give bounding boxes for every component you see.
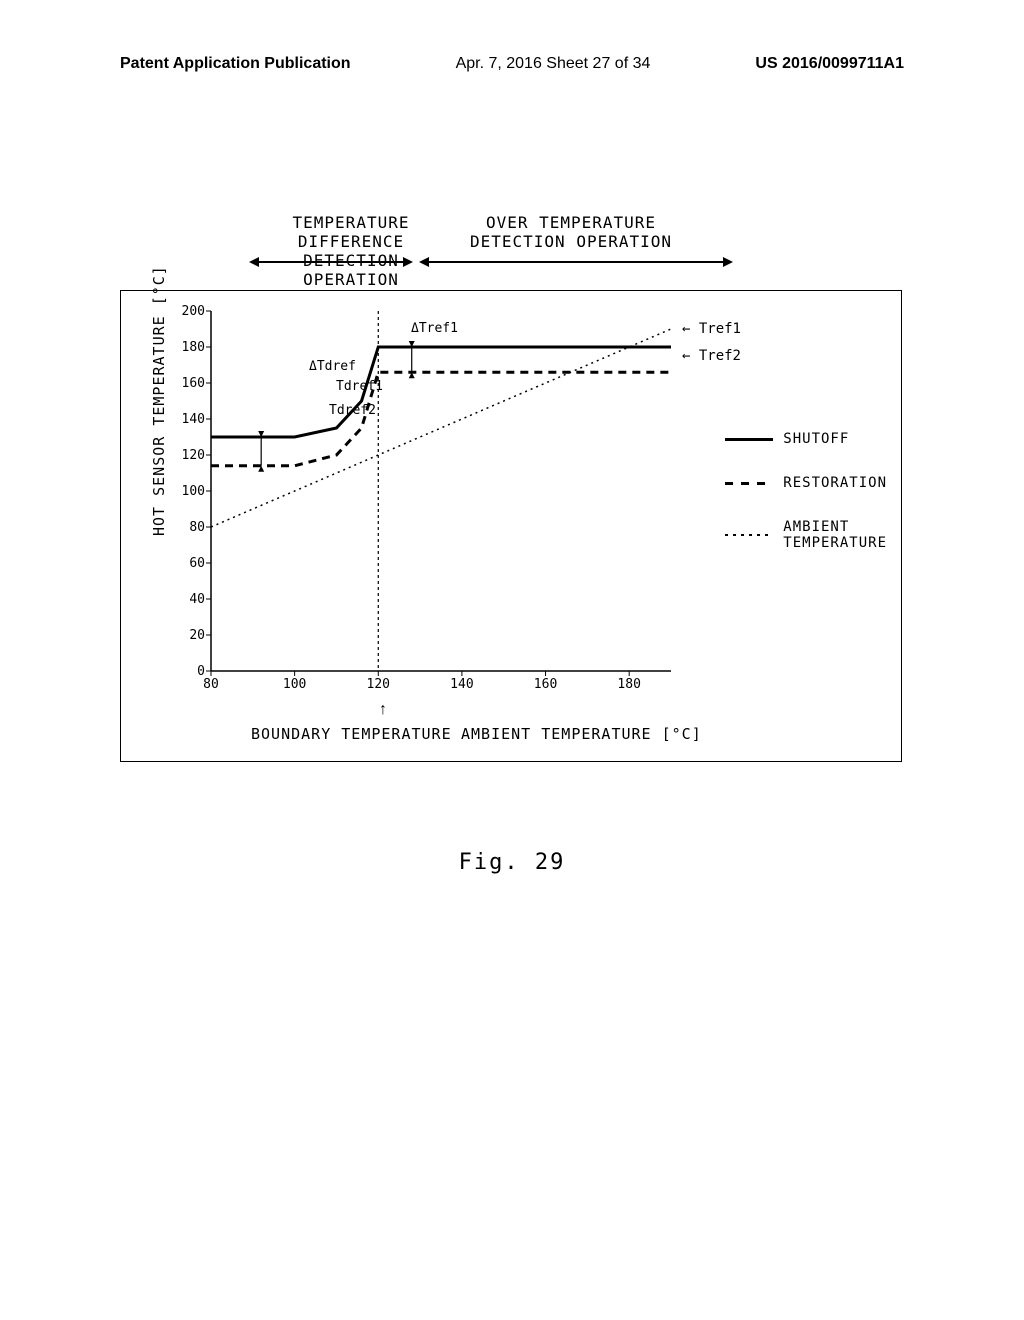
header-right: US 2016/0099711A1 — [755, 55, 904, 73]
plot-area: 020406080100120140160180200 801001201401… — [211, 311, 671, 671]
legend-restoration-label: RESTORATION — [783, 475, 887, 491]
boundary-arrow-icon: ↑ — [379, 701, 387, 719]
swatch-dot-icon — [725, 534, 773, 536]
anno-tdref2: Tdref2 — [329, 403, 376, 418]
chart-svg — [211, 311, 671, 671]
legend-restoration: RESTORATION — [725, 475, 887, 491]
tref2-label: ← Tref2 — [682, 348, 741, 364]
chart-frame: TEMPERATURE DIFFERENCE DETECTION OPERATI… — [120, 290, 902, 762]
tref1-label: ← Tref1 — [682, 321, 741, 337]
op-label-right: OVER TEMPERATURE DETECTION OPERATION — [461, 213, 681, 251]
anno-delta-tref1: ΔTref1 — [411, 321, 458, 336]
anno-tdref1: Tdref1 — [336, 379, 383, 394]
legend-ambient: AMBIENT TEMPERATURE — [725, 519, 887, 551]
swatch-solid-icon — [725, 438, 773, 441]
legend: SHUTOFF RESTORATION AMBIENT TEMPERATURE — [725, 431, 887, 579]
series-restoration — [211, 372, 671, 466]
page-header: Patent Application Publication Apr. 7, 2… — [0, 55, 1024, 73]
x-axis-label: AMBIENT TEMPERATURE [°C] — [461, 725, 702, 743]
op-arrow-left — [251, 261, 411, 263]
series-ambient — [211, 329, 671, 527]
legend-shutoff: SHUTOFF — [725, 431, 887, 447]
series-shutoff — [211, 347, 671, 437]
header-center: Apr. 7, 2016 Sheet 27 of 34 — [456, 55, 651, 73]
op-label-left: TEMPERATURE DIFFERENCE DETECTION OPERATI… — [251, 213, 451, 289]
legend-ambient-label: AMBIENT TEMPERATURE — [783, 519, 887, 551]
anno-delta-tdref: ΔTdref — [309, 359, 356, 374]
op-arrow-right — [421, 261, 731, 263]
boundary-label: BOUNDARY TEMPERATURE — [251, 725, 452, 743]
legend-shutoff-label: SHUTOFF — [783, 431, 849, 447]
figure-caption: Fig. 29 — [0, 850, 1024, 875]
swatch-dash-icon — [725, 482, 773, 485]
header-left: Patent Application Publication — [120, 55, 351, 73]
y-axis-label: HOT SENSOR TEMPERATURE [°C] — [150, 516, 168, 536]
